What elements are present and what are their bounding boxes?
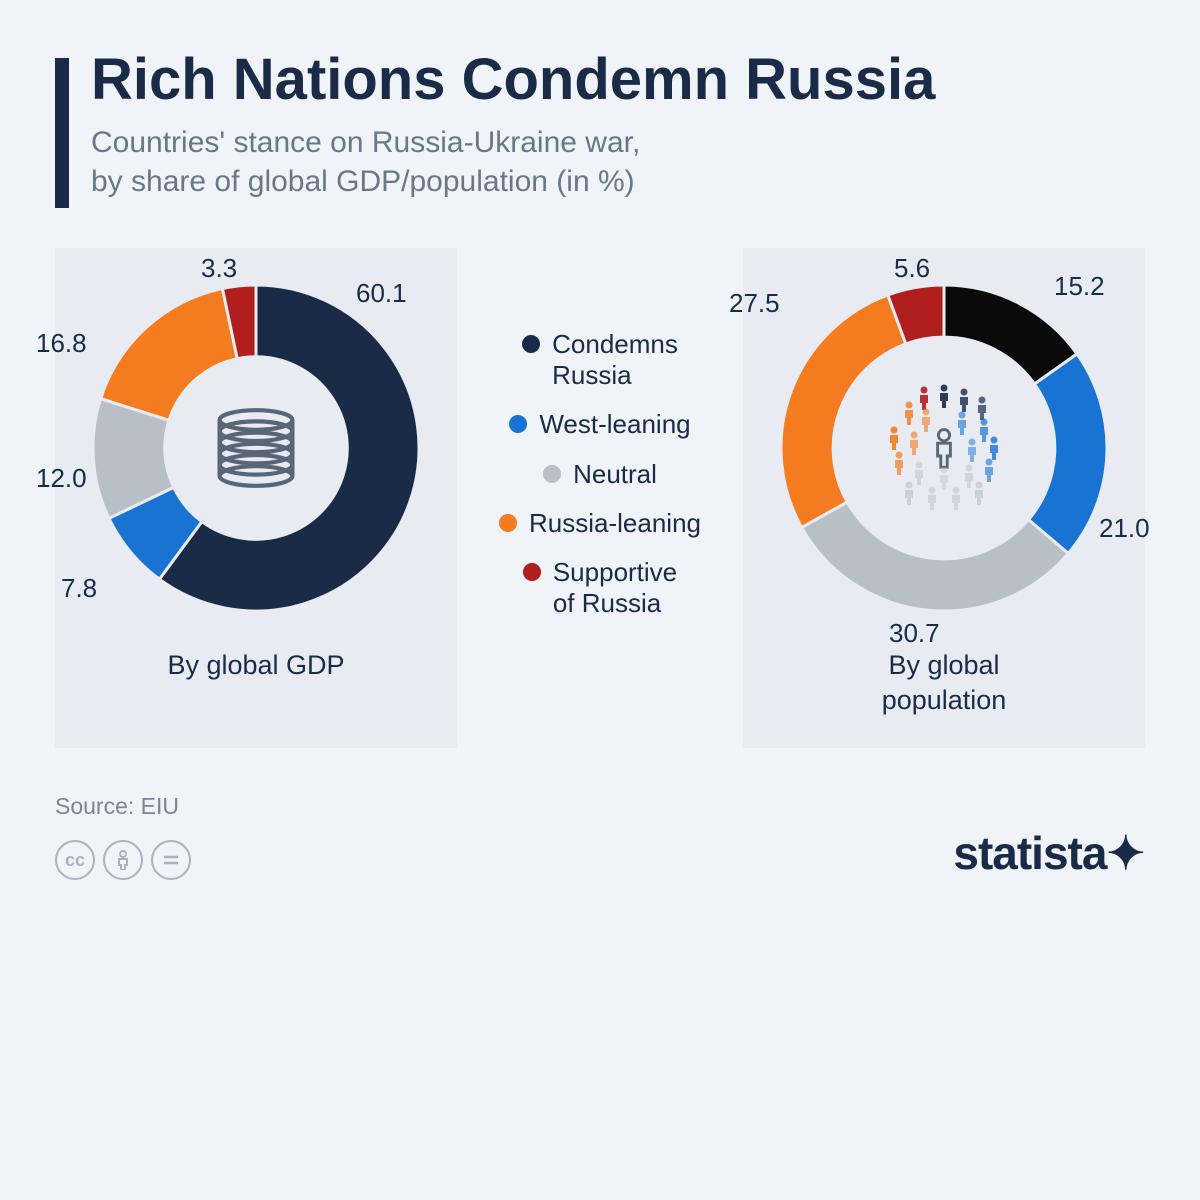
data-value-label: 12.0 <box>36 463 87 494</box>
legend-dot <box>543 465 561 483</box>
population-chart-label: By globalpopulation <box>882 648 1007 718</box>
header-text: Rich Nations Condemn Russia Countries' s… <box>91 50 935 208</box>
legend-label: Neutral <box>573 459 657 490</box>
page-title: Rich Nations Condemn Russia <box>91 50 935 111</box>
gdp-panel: 60.17.812.016.83.3 By global GDP <box>55 248 457 748</box>
footer-left: Source: EIU cc <box>55 793 191 880</box>
data-value-label: 21.0 <box>1099 513 1150 544</box>
source-text: Source: EIU <box>55 793 191 820</box>
data-value-label: 60.1 <box>356 278 407 309</box>
legend-dot <box>499 514 517 532</box>
data-value-label: 3.3 <box>201 253 237 284</box>
legend-dot <box>522 335 540 353</box>
legend-item: West-leaning <box>509 409 690 440</box>
data-value-label: 16.8 <box>36 328 87 359</box>
statista-logo: statista✦ <box>953 826 1145 880</box>
legend: CondemnsRussia West-leaning Neutral Russia-… <box>475 248 725 748</box>
footer: Source: EIU cc statista✦ <box>55 793 1145 880</box>
legend-item: Neutral <box>543 459 657 490</box>
legend-dot <box>509 415 527 433</box>
license-icons: cc <box>55 840 191 880</box>
gdp-chart-label: By global GDP <box>167 648 344 683</box>
header: Rich Nations Condemn Russia Countries' s… <box>55 50 1145 208</box>
data-value-label: 27.5 <box>729 288 780 319</box>
legend-dot <box>523 563 541 581</box>
population-donut: 15.221.030.727.55.6 <box>779 283 1109 613</box>
people-icon <box>854 358 1034 538</box>
data-value-label: 5.6 <box>894 253 930 284</box>
gdp-donut: 60.17.812.016.83.3 <box>91 283 421 613</box>
data-value-label: 30.7 <box>889 618 940 649</box>
legend-item: CondemnsRussia <box>522 329 678 391</box>
data-value-label: 7.8 <box>61 573 97 604</box>
legend-label: Russia-leaning <box>529 508 701 539</box>
cc-icon: cc <box>55 840 95 880</box>
coins-icon <box>186 378 326 518</box>
page-subtitle: Countries' stance on Russia-Ukraine war,… <box>91 123 935 201</box>
legend-item: Russia-leaning <box>499 508 701 539</box>
cc-nd-icon <box>151 840 191 880</box>
legend-label: CondemnsRussia <box>552 329 678 391</box>
cc-by-icon <box>103 840 143 880</box>
charts-row: 60.17.812.016.83.3 By global GDP Condemn… <box>55 248 1145 748</box>
data-value-label: 15.2 <box>1054 271 1105 302</box>
legend-item: Supportiveof Russia <box>523 557 677 619</box>
population-panel: 15.221.030.727.55.6 By globalpopulation <box>743 248 1145 748</box>
legend-label: West-leaning <box>539 409 690 440</box>
accent-bar <box>55 58 69 208</box>
legend-label: Supportiveof Russia <box>553 557 677 619</box>
